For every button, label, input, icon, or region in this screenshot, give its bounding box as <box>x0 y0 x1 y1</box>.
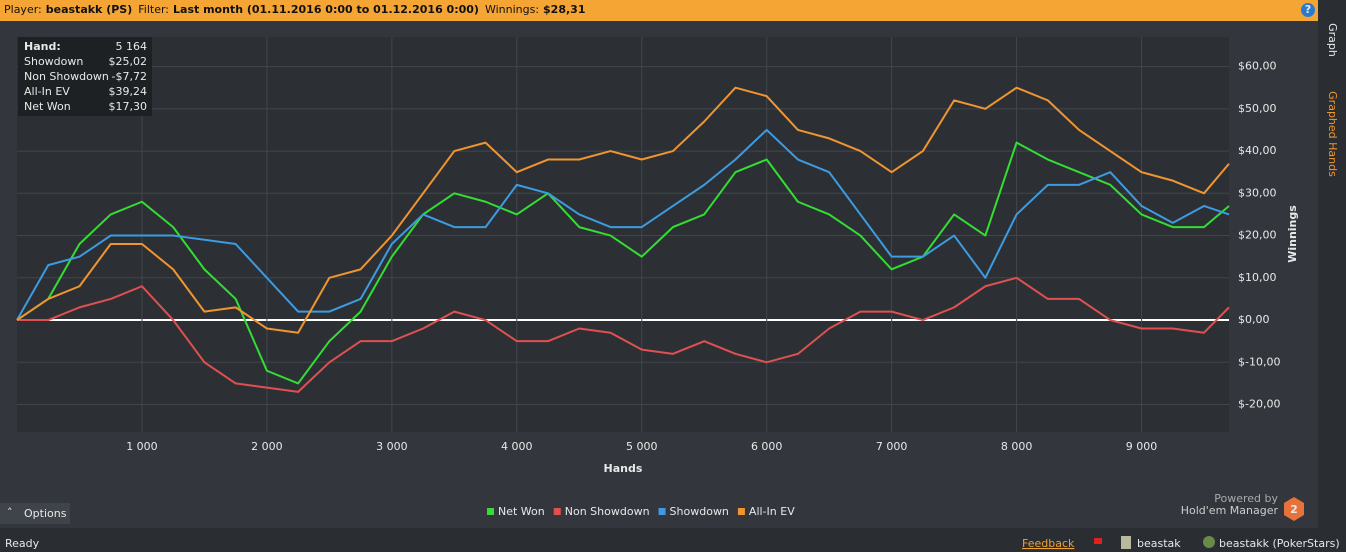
legend-swatch <box>487 508 494 515</box>
player-name: beastakk (PokerStars) <box>1219 537 1340 550</box>
help-icon[interactable] <box>1301 3 1315 17</box>
tab[interactable]: Graph <box>1326 23 1339 57</box>
stat-value: -$7,72 <box>112 70 147 83</box>
x-tick-label: 2 000 <box>251 440 283 453</box>
feedback-link[interactable]: Feedback <box>1022 537 1075 550</box>
user-name: beastak <box>1137 537 1181 550</box>
legend-swatch <box>737 508 745 515</box>
y-tick-label: $-10,00 <box>1238 355 1280 368</box>
x-tick-label: 5 000 <box>626 440 658 453</box>
legend-swatch <box>658 508 666 515</box>
options-caret: ˄ <box>7 506 13 519</box>
legend-swatch <box>553 508 561 515</box>
powered-by: Powered by <box>1214 492 1278 505</box>
x-tick-label: 4 000 <box>501 440 533 453</box>
series-line <box>17 276 1230 393</box>
x-tick-label: 8 000 <box>1001 440 1033 453</box>
header-label: Player: <box>4 3 42 16</box>
stat-value: $17,30 <box>109 100 148 113</box>
header-bar <box>0 0 1318 21</box>
user-icon <box>1121 536 1131 549</box>
y-tick-label: $60,00 <box>1238 60 1277 73</box>
series-line <box>16 128 1230 321</box>
series-line <box>16 86 1230 334</box>
y-tick-label: $0,00 <box>1238 313 1270 326</box>
y-tick-label: $30,00 <box>1238 186 1277 199</box>
status-ready: Ready <box>5 537 40 550</box>
stat-label: Showdown <box>24 55 83 68</box>
tab-active[interactable]: Graphed Hands <box>1326 91 1339 177</box>
y-tick-label: $20,00 <box>1238 229 1277 242</box>
help-text[interactable]: ? <box>1305 3 1311 16</box>
logo-badge <box>1284 497 1304 521</box>
x-tick-label: 1 000 <box>126 440 158 453</box>
x-tick-label: 7 000 <box>876 440 908 453</box>
x-axis-title: Hands <box>604 462 643 475</box>
y-tick-label: $50,00 <box>1238 102 1277 115</box>
series-line <box>16 141 1230 385</box>
y-axis-title: Winnings <box>1286 205 1299 263</box>
options-button[interactable] <box>0 503 70 524</box>
header-value: Last month (01.11.2016 0:00 to 01.12.201… <box>173 3 479 16</box>
plot-area <box>17 37 1229 432</box>
x-tick-label: 6 000 <box>751 440 783 453</box>
y-tick-label: $10,00 <box>1238 271 1277 284</box>
y-tick-label: $40,00 <box>1238 144 1277 157</box>
y-tick-label: $-20,00 <box>1238 398 1280 411</box>
flag-icon <box>1094 538 1102 544</box>
player-icon <box>1203 536 1215 548</box>
legend-label: All-In EV <box>749 505 795 518</box>
header-label: Filter: <box>138 3 169 16</box>
legend-label: Non Showdown <box>565 505 650 518</box>
legend-label: Net Won <box>498 505 545 518</box>
stat-label: Hand: <box>24 40 61 53</box>
header-label: Winnings: <box>485 3 539 16</box>
stat-value: $39,24 <box>109 85 148 98</box>
x-tick-label: 3 000 <box>376 440 408 453</box>
stats-box <box>18 37 152 116</box>
stat-label: Net Won <box>24 100 71 113</box>
legend-label: Showdown <box>670 505 729 518</box>
badge: 2 <box>1290 503 1298 516</box>
stat-value: $25,02 <box>109 55 148 68</box>
stat-label: All-In EV <box>24 85 70 98</box>
x-tick-label: 9 000 <box>1126 440 1158 453</box>
header-value: $28,31 <box>543 3 585 16</box>
side-tabs <box>1318 0 1346 528</box>
header-value: beastakk (PS) <box>46 3 133 16</box>
stat-value: 5 164 <box>116 40 148 53</box>
brand: Hold'em Manager <box>1181 504 1279 517</box>
stat-label: Non Showdown <box>24 70 109 83</box>
options-label[interactable]: Options <box>24 507 67 520</box>
